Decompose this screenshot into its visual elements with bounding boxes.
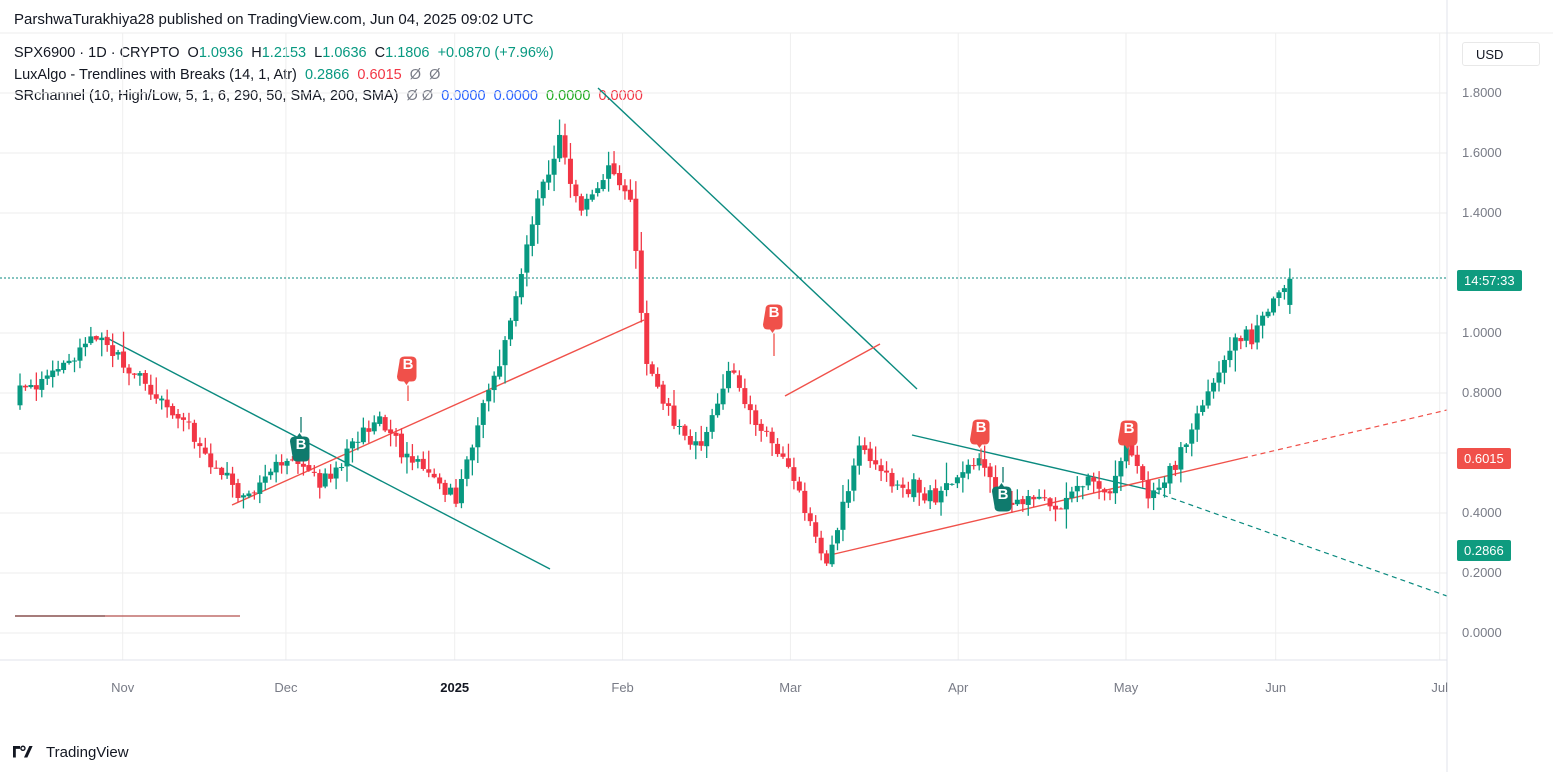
svg-text:0.4000: 0.4000 bbox=[1462, 505, 1502, 520]
svg-text:B: B bbox=[1124, 420, 1135, 437]
svg-text:Apr: Apr bbox=[948, 680, 969, 695]
svg-text:B: B bbox=[403, 356, 414, 373]
svg-text:Dec: Dec bbox=[274, 680, 298, 695]
svg-text:B: B bbox=[998, 486, 1009, 503]
svg-text:Mar: Mar bbox=[779, 680, 802, 695]
svg-text:1.0000: 1.0000 bbox=[1462, 325, 1502, 340]
svg-text:B: B bbox=[976, 419, 987, 436]
svg-text:B: B bbox=[769, 304, 780, 321]
svg-text:0.2000: 0.2000 bbox=[1462, 565, 1502, 580]
svg-text:0.8000: 0.8000 bbox=[1462, 385, 1502, 400]
svg-text:Nov: Nov bbox=[111, 680, 135, 695]
svg-text:0.0000: 0.0000 bbox=[1462, 625, 1502, 640]
svg-text:1.4000: 1.4000 bbox=[1462, 205, 1502, 220]
svg-text:Jul: Jul bbox=[1431, 680, 1448, 695]
svg-text:1.8000: 1.8000 bbox=[1462, 85, 1502, 100]
svg-text:B: B bbox=[296, 436, 307, 453]
svg-text:1.6000: 1.6000 bbox=[1462, 145, 1502, 160]
svg-text:Feb: Feb bbox=[611, 680, 633, 695]
svg-text:2025: 2025 bbox=[440, 680, 469, 695]
svg-text:May: May bbox=[1114, 680, 1139, 695]
svg-text:Jun: Jun bbox=[1265, 680, 1286, 695]
